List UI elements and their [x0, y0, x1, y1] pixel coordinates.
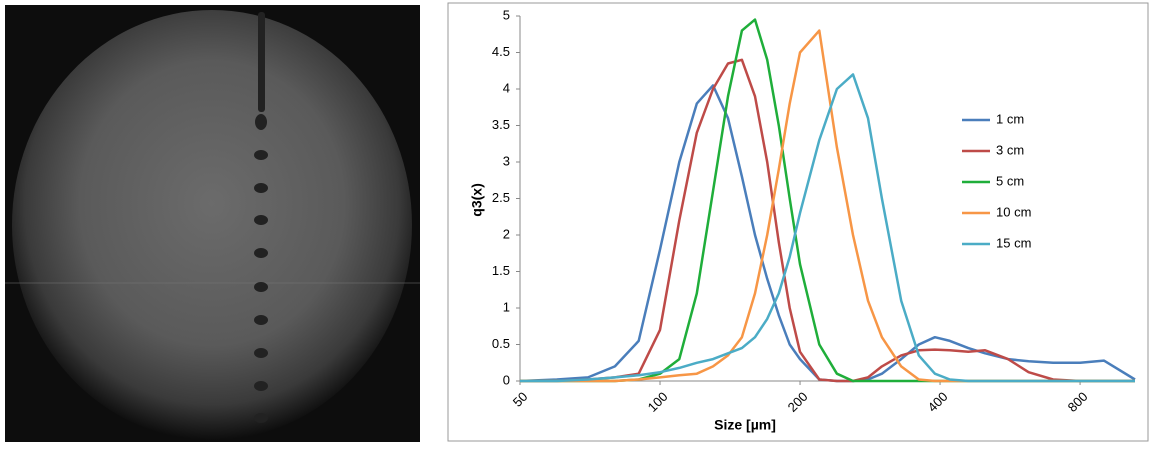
legend-label: 15 cm: [996, 235, 1031, 250]
legend-label: 10 cm: [996, 204, 1031, 219]
y-tick-label: 2.5: [492, 190, 510, 205]
legend-label: 1 cm: [996, 111, 1024, 126]
y-axis-title: q3(x): [469, 183, 485, 216]
y-tick-label: 2: [503, 226, 510, 241]
y-tick-label: 1.5: [492, 263, 510, 278]
y-tick-label: 3: [503, 153, 510, 168]
y-tick-label: 0: [503, 372, 510, 387]
y-tick-label: 4: [503, 80, 510, 95]
series-line: [520, 73, 1135, 383]
y-tick-label: 5: [503, 7, 510, 22]
y-tick-label: 3.5: [492, 117, 510, 132]
x-axis-title: Size [µm]: [714, 417, 776, 433]
series-line: [520, 58, 1135, 383]
legend-label: 5 cm: [996, 173, 1024, 188]
photo: [5, 5, 420, 442]
y-tick-label: 4.5: [492, 44, 510, 59]
y-tick-label: 0.5: [492, 336, 510, 351]
y-tick-label: 1: [503, 299, 510, 314]
legend-label: 3 cm: [996, 142, 1024, 157]
